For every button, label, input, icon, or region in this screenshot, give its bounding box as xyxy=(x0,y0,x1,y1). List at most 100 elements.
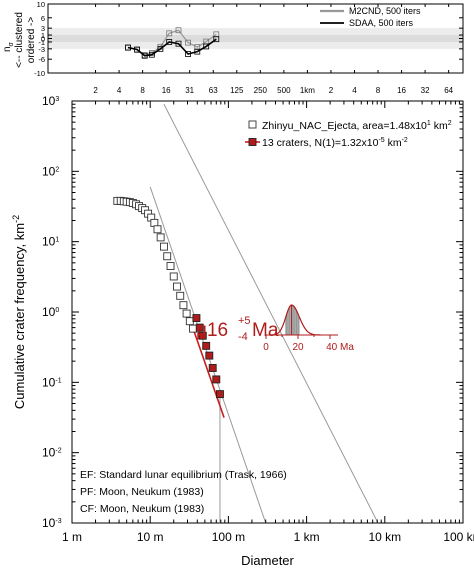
age-label: μ16 +5 -4 Ma xyxy=(196,315,279,343)
x-tick-label: 100 km xyxy=(443,530,474,544)
top-series-marker xyxy=(141,52,148,59)
open-point xyxy=(173,282,181,291)
y-tick-label-sup: 0 xyxy=(55,307,59,314)
open-point xyxy=(166,262,175,271)
x-axis-label: Diameter xyxy=(241,553,294,568)
pdf-shade xyxy=(285,305,300,335)
top-y-tick-label: 10 xyxy=(37,0,45,9)
legend-open-label-tailsup: 2 xyxy=(448,120,452,127)
legend-open-marker xyxy=(248,120,257,129)
note-line: PF: Moon, Neukum (1983) xyxy=(80,486,204,498)
filled-point xyxy=(208,364,217,372)
legend-open-label-base: Zhinyu_NAC_Ejecta, area=1.48x10 xyxy=(262,120,427,132)
top-y-tick-label: 3 xyxy=(41,24,45,33)
y-tick-label-base: 10 xyxy=(42,94,56,108)
fit-line-segment xyxy=(189,321,225,418)
legend-filled-label-tail: km xyxy=(385,137,402,149)
y-tick-label-sup: -3 xyxy=(55,518,61,525)
top-x-tick-label: 16 xyxy=(162,86,171,95)
top-series-marker xyxy=(166,30,173,37)
top-x-tick-label: 4 xyxy=(117,86,122,95)
y-tick-label: 102 xyxy=(42,164,59,178)
top-y-tick-label: -6 xyxy=(38,55,45,64)
top-y-tick-label: -10 xyxy=(34,69,45,78)
legend-filled-label-tailsup: -2 xyxy=(402,137,408,144)
top-series-marker xyxy=(148,51,155,58)
filled-point xyxy=(192,314,201,323)
legend-open-label-sup: 1 xyxy=(427,120,431,127)
pdf-curve xyxy=(269,304,321,336)
top-x-tick-label: 64 xyxy=(444,86,453,95)
top-series-marker xyxy=(125,44,131,51)
top-series-marker xyxy=(134,46,141,53)
reference-line-equilibrium xyxy=(163,103,379,524)
top-x-tick-label: 1km xyxy=(300,86,315,95)
y-axis-label-sup: -2 xyxy=(11,215,21,223)
top-series-marker xyxy=(185,39,191,46)
y-tick-label-base: 10 xyxy=(42,305,56,319)
open-point xyxy=(160,242,168,251)
open-point xyxy=(150,218,159,227)
open-point xyxy=(182,309,191,318)
top-x-tick-label: 31 xyxy=(185,86,194,95)
top-y-tick-label: 1 xyxy=(41,31,45,40)
open-point xyxy=(156,233,165,242)
top-legend-label: M2CND, 500 iters xyxy=(349,6,421,16)
age-plus: +5 xyxy=(238,315,251,327)
top-y-label: nσ <-- clustered ordered -> xyxy=(2,12,37,68)
top-y-label-n-sub: σ xyxy=(8,41,15,46)
y-tick-label: 103 xyxy=(42,94,59,108)
y-tick-label-base: 10 xyxy=(42,446,56,460)
top-x-tick-label: 2 xyxy=(93,86,98,95)
y-tick-label-base: 10 xyxy=(42,164,56,178)
y-tick-label: 101 xyxy=(42,235,59,249)
filled-points xyxy=(192,314,224,399)
top-x-tick-label: 16 xyxy=(397,86,406,95)
top-series xyxy=(125,27,220,59)
x-tick-label: 1 km xyxy=(294,530,320,544)
filled-point xyxy=(212,375,221,384)
x-tick-label: 100 m xyxy=(212,530,245,544)
y-tick-label-sup: -1 xyxy=(55,377,61,384)
y-tick-label-sup: -2 xyxy=(55,448,61,455)
top-band-inner xyxy=(48,35,463,42)
x-tick-label: 10 m xyxy=(137,530,164,544)
top-x-tick-label: 32 xyxy=(421,86,430,95)
x-tick-label: 10 km xyxy=(368,530,401,544)
top-series-marker xyxy=(166,39,173,45)
legend-filled-marker xyxy=(248,138,257,146)
top-x-tick-label: 8 xyxy=(376,86,381,95)
filled-point xyxy=(216,390,224,399)
y-tick-label: 100 xyxy=(42,305,59,319)
top-x-tick-label: 125 xyxy=(230,86,244,95)
filled-point xyxy=(205,351,214,360)
top-x-tick-label: 2 xyxy=(329,86,334,95)
top-x-tick-label: 500 xyxy=(277,86,291,95)
y-tick-label-sup: 1 xyxy=(55,237,59,244)
pdf-tick-label: 0 xyxy=(263,342,269,353)
top-y-label-line: ordered -> xyxy=(26,17,37,64)
age-text: μ16 xyxy=(196,320,228,341)
notes: EF: Standard lunar equilibrium (Trask, 1… xyxy=(80,469,287,515)
age-minus: -4 xyxy=(238,331,248,343)
top-series-marker xyxy=(194,44,201,51)
y-axis-label: Cumulative crater frequency, km-2 xyxy=(11,215,27,409)
main-frame xyxy=(71,100,464,524)
top-series-marker xyxy=(157,45,164,52)
note-line: CF: Moon, Neukum (1983) xyxy=(80,503,204,515)
filled-point xyxy=(195,323,204,332)
pdf-inset: 0 20 40 Ma xyxy=(263,304,354,353)
main-axis-labels: Diameter Cumulative crater frequency, km-… xyxy=(11,215,295,568)
legend-filled-label: 13 craters, N(1)=1.32x10-5 km-2 xyxy=(262,137,408,149)
top-y-label-n: nσ xyxy=(2,41,15,52)
open-point xyxy=(169,272,178,281)
y-tick-label-sup: 2 xyxy=(55,166,59,173)
top-series-marker xyxy=(213,36,220,43)
top-x-tick-label: 4 xyxy=(352,86,357,95)
age-unit: Ma xyxy=(252,320,279,341)
top-x-tick-label: 8 xyxy=(140,86,145,95)
